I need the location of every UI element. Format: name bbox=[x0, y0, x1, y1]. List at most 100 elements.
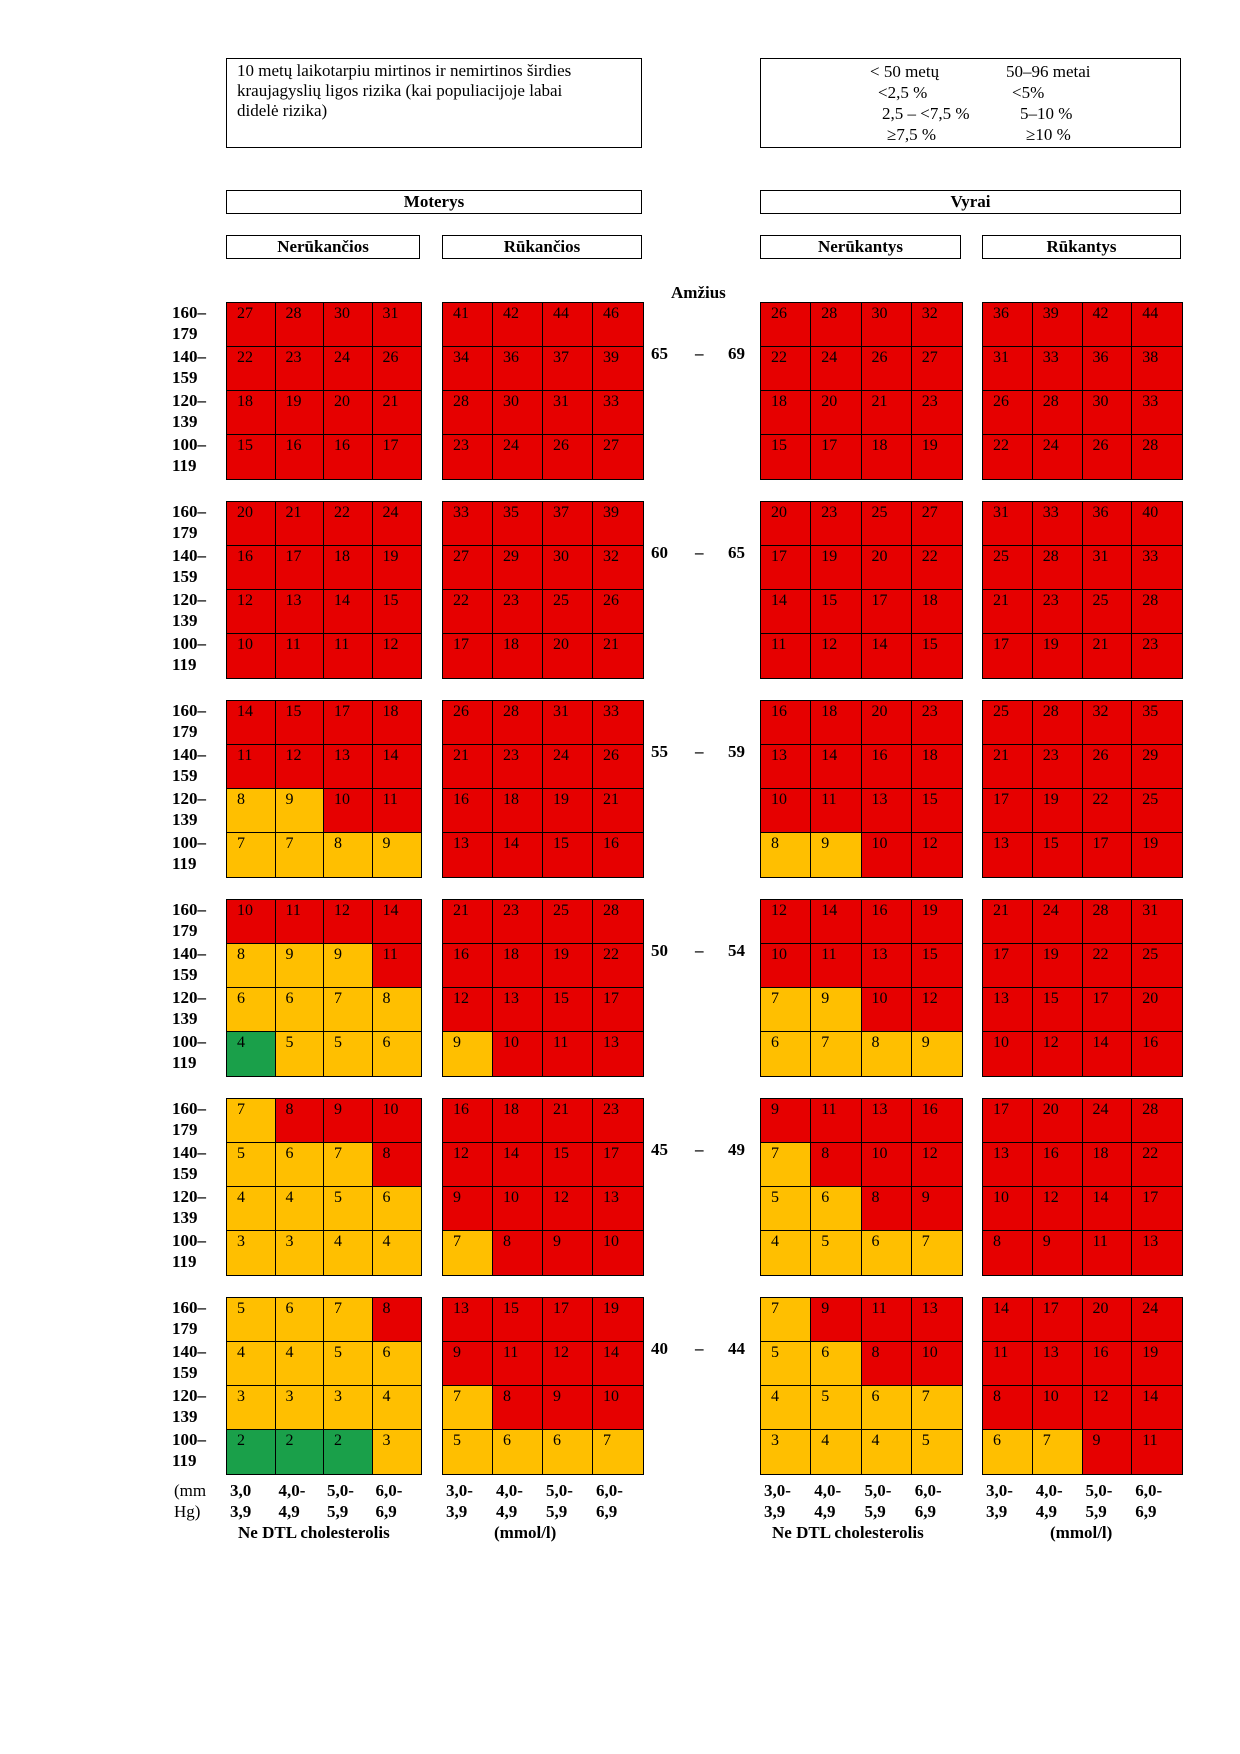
bp-row-label-line: 120– bbox=[172, 988, 206, 1007]
men-smoking-risk-cell: 19 bbox=[1131, 832, 1183, 878]
age-group-label: 45 bbox=[651, 1140, 668, 1159]
age-group-label: 40 bbox=[651, 1339, 668, 1358]
cholesterol-tick-label: 6,0- 6,9 bbox=[915, 1480, 942, 1522]
cholesterol-tick-label: 5,0- 5,9 bbox=[546, 1480, 573, 1522]
women-nonsmoking-risk-cell: 4 bbox=[226, 1186, 276, 1232]
cholesterol-unit-left: (mmol/l) bbox=[494, 1523, 557, 1542]
women-nonsmoking-risk-cell: 12 bbox=[274, 744, 325, 790]
men-smoking-risk-cell: 8 bbox=[982, 1230, 1034, 1276]
women-nonsmoking-risk-cell: 18 bbox=[323, 545, 373, 591]
legend-high-50-96: ≥10 % bbox=[1026, 125, 1071, 144]
women-smoking-risk-cell: 14 bbox=[492, 1142, 544, 1188]
risk-description-line: kraujagyslių ligos rizika (kai populiaci… bbox=[237, 81, 563, 100]
age-group-label: 60 bbox=[651, 543, 668, 562]
men-nonsmoking-risk-cell: 8 bbox=[860, 1341, 913, 1387]
women-smoking-risk-cell: 27 bbox=[442, 545, 494, 591]
women-nonsmoking-risk-cell: 9 bbox=[323, 943, 373, 989]
bp-row-label-line: 179 bbox=[172, 921, 198, 940]
women-smoking-risk-cell: 20 bbox=[542, 633, 594, 679]
women-smoking-risk-cell: 15 bbox=[542, 987, 594, 1033]
women-nonsmoking-risk-cell: 18 bbox=[371, 700, 422, 746]
women-nonsmoking-risk-cell: 4 bbox=[226, 1031, 276, 1077]
men-nonsmoking-risk-cell: 27 bbox=[910, 346, 963, 392]
men-nonsmoking-risk-cell: 8 bbox=[860, 1031, 913, 1077]
men-nonsmoking-risk-cell: 10 bbox=[760, 788, 812, 834]
cholesterol-tick-label: 3,0- 3,9 bbox=[986, 1480, 1013, 1522]
women-smoking-risk-cell: 18 bbox=[492, 633, 544, 679]
men-smoking-risk-cell: 16 bbox=[1081, 1341, 1133, 1387]
cholesterol-tick-line: 5,9 bbox=[864, 1502, 886, 1521]
men-smoking-risk-cell: 17 bbox=[982, 633, 1034, 679]
men-smoking-risk-cell: 17 bbox=[982, 943, 1034, 989]
women-smoking-risk-cell: 5 bbox=[442, 1429, 494, 1475]
men-nonsmoking-risk-cell: 6 bbox=[860, 1385, 913, 1431]
cholesterol-tick-label: 5,0- 5,9 bbox=[1086, 1480, 1113, 1522]
men-smoking-risk-cell: 14 bbox=[1081, 1186, 1133, 1232]
cholesterol-unit-right: (mmol/l) bbox=[1050, 1523, 1113, 1542]
men-smoking-risk-cell: 15 bbox=[1031, 987, 1083, 1033]
men-nonsmoking-risk-cell: 12 bbox=[910, 832, 963, 878]
women-nonsmoking-risk-cell: 3 bbox=[226, 1230, 276, 1276]
men-nonsmoking-risk-cell: 7 bbox=[760, 987, 812, 1033]
men-nonsmoking-risk-cell: 26 bbox=[860, 346, 913, 392]
cholesterol-tick-line: 4,0- bbox=[1035, 1481, 1063, 1500]
men-nonsmoking-risk-cell: 11 bbox=[860, 1297, 913, 1343]
men-smoking-risk-cell: 21 bbox=[1081, 633, 1133, 679]
women-smoking-risk-cell: 16 bbox=[442, 943, 494, 989]
men-nonsmoking-risk-cell: 23 bbox=[910, 700, 963, 746]
bp-row-label-line: 160– bbox=[172, 900, 206, 919]
men-nonsmoking-risk-cell: 6 bbox=[760, 1031, 812, 1077]
cholesterol-tick-line: 4,0- bbox=[814, 1481, 842, 1500]
men-nonsmoking-risk-cell: 19 bbox=[910, 899, 963, 945]
men-nonsmoking-risk-cell: 12 bbox=[810, 633, 862, 679]
men-nonsmoking-risk-cell: 10 bbox=[860, 1142, 913, 1188]
bp-row-label-line: 119 bbox=[172, 655, 197, 674]
women-nonsmoking-risk-cell: 16 bbox=[274, 434, 325, 480]
men-nonsmoking-risk-cell: 19 bbox=[810, 545, 862, 591]
men-smoking-risk-cell: 16 bbox=[1031, 1142, 1083, 1188]
legend-high-under50: ≥7,5 % bbox=[887, 125, 936, 144]
cholesterol-tick-line: 6,9 bbox=[375, 1502, 397, 1521]
cholesterol-tick-line: 4,9 bbox=[496, 1502, 518, 1521]
cholesterol-tick-line: 3,0- bbox=[986, 1481, 1013, 1500]
women-smoking-risk-cell: 26 bbox=[542, 434, 594, 480]
women-nonsmoking-risk-cell: 12 bbox=[371, 633, 422, 679]
men-smoking-risk-cell: 22 bbox=[1131, 1142, 1183, 1188]
bp-row-label: 160– 179 bbox=[172, 700, 206, 742]
men-smoking-risk-cell: 17 bbox=[1081, 832, 1133, 878]
cholesterol-tick-line: 5,9 bbox=[327, 1502, 349, 1521]
women-nonsmoking-risk-cell: 14 bbox=[323, 589, 373, 635]
bp-row-label-line: 179 bbox=[172, 1319, 198, 1338]
men-nonsmoking-risk-cell: 4 bbox=[860, 1429, 913, 1475]
men-nonsmoking-risk-cell: 14 bbox=[810, 744, 862, 790]
legend-mid-50-96: 5–10 % bbox=[1020, 104, 1073, 123]
women-smoking-risk-cell: 10 bbox=[592, 1230, 644, 1276]
women-smoking-risk-cell: 9 bbox=[442, 1186, 494, 1232]
men-smoking-risk-cell: 10 bbox=[982, 1031, 1034, 1077]
bp-row-label: 120– 139 bbox=[172, 390, 206, 432]
bp-row-label-line: 160– bbox=[172, 701, 206, 720]
women-smoking-risk-cell: 7 bbox=[592, 1429, 644, 1475]
women-nonsmoking-risk-cell: 11 bbox=[226, 744, 276, 790]
women-smoking-risk-cell: 32 bbox=[592, 545, 644, 591]
men-nonsmoking-risk-cell: 24 bbox=[810, 346, 862, 392]
men-smoking-risk-cell: 16 bbox=[1131, 1031, 1183, 1077]
bp-row-label-line: 159 bbox=[172, 567, 198, 586]
men-smoking-risk-cell: 13 bbox=[1131, 1230, 1183, 1276]
men-nonsmoking-risk-cell: 13 bbox=[860, 943, 913, 989]
men-nonsmoking-risk-cell: 18 bbox=[860, 434, 913, 480]
men-nonsmoking-risk-cell: 13 bbox=[860, 1098, 913, 1144]
women-smoking-risk-cell: 27 bbox=[592, 434, 644, 480]
men-smoking-risk-cell: 28 bbox=[1031, 545, 1083, 591]
men-smoking-risk-cell: 9 bbox=[1031, 1230, 1083, 1276]
bp-row-label: 100– 119 bbox=[172, 1230, 206, 1272]
bp-row-label-line: 120– bbox=[172, 789, 206, 808]
men-nonsmoking-risk-cell: 14 bbox=[810, 899, 862, 945]
men-nonsmoking-risk-cell: 12 bbox=[910, 1142, 963, 1188]
men-nonsmoking-risk-cell: 18 bbox=[810, 700, 862, 746]
women-smoking-risk-cell: 30 bbox=[492, 390, 544, 436]
cholesterol-tick-line: 5,9 bbox=[546, 1502, 568, 1521]
women-nonsmoking-risk-cell: 2 bbox=[323, 1429, 373, 1475]
bp-row-label: 120– 139 bbox=[172, 788, 206, 830]
men-nonsmoking-risk-cell: 15 bbox=[810, 589, 862, 635]
